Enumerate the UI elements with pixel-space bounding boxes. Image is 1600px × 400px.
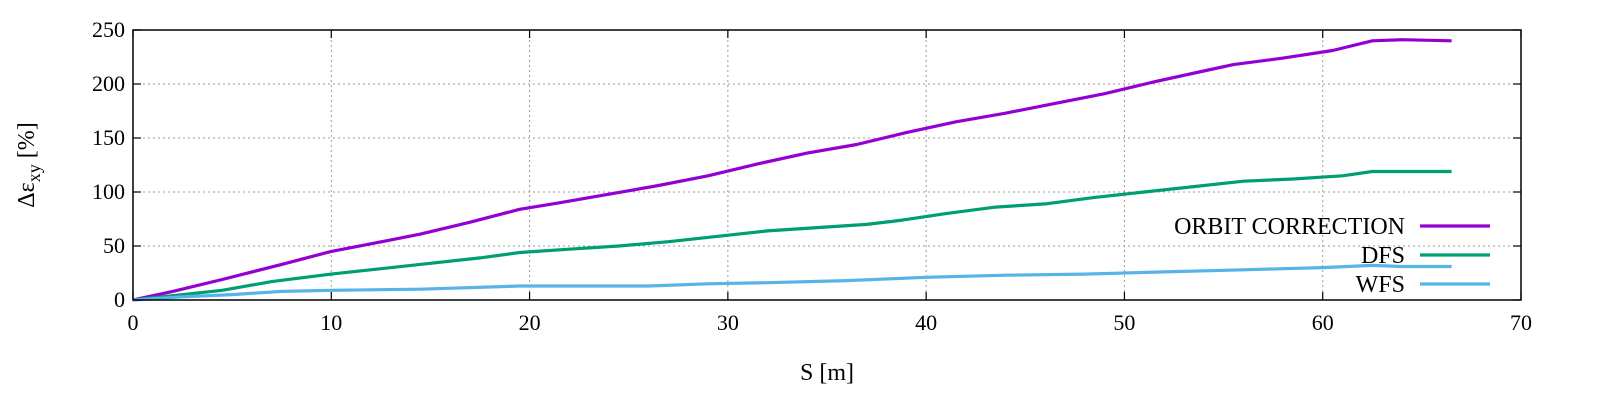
x-tick-label: 10 bbox=[320, 310, 342, 335]
plot-series bbox=[132, 38, 1452, 302]
legend-label-orbit-correction: ORBIT CORRECTION bbox=[1174, 214, 1405, 240]
grid bbox=[133, 30, 1521, 300]
series-line-wfs bbox=[132, 263, 1452, 302]
y-axis-title-main: Δε bbox=[14, 182, 40, 208]
plot-frame bbox=[132, 29, 1522, 301]
series-line-orbit-correction bbox=[132, 38, 1452, 302]
x-tick-label: 30 bbox=[717, 310, 739, 335]
y-tick-label: 100 bbox=[92, 179, 125, 204]
y-tick-label: 250 bbox=[92, 17, 125, 42]
x-tick-label: 60 bbox=[1312, 310, 1334, 335]
y-axis-title: Δεxy [%] bbox=[14, 122, 44, 208]
x-tick-label: 70 bbox=[1510, 310, 1532, 335]
x-tick-label: 20 bbox=[519, 310, 541, 335]
legend-label-dfs: DFS bbox=[1361, 243, 1405, 269]
legend: ORBIT CORRECTION DFS WFS bbox=[1174, 214, 1490, 298]
y-tick-label: 0 bbox=[114, 287, 125, 312]
x-tick-label: 0 bbox=[128, 310, 139, 335]
y-tick-label: 150 bbox=[92, 125, 125, 150]
series-line-dfs bbox=[132, 169, 1452, 302]
x-tick-label: 50 bbox=[1113, 310, 1135, 335]
y-axis-title-unit: [%] bbox=[14, 122, 40, 164]
y-axis-title-subscript: xy bbox=[24, 164, 44, 182]
x-axis-title: S [m] bbox=[800, 360, 854, 386]
axis-ticks: 0 10 20 30 40 50 60 70 0 50 100 150 200 250 bbox=[92, 17, 1532, 335]
x-tick-label: 40 bbox=[915, 310, 937, 335]
y-tick-label: 50 bbox=[103, 233, 125, 258]
legend-label-wfs: WFS bbox=[1356, 272, 1405, 298]
y-tick-label: 200 bbox=[92, 71, 125, 96]
